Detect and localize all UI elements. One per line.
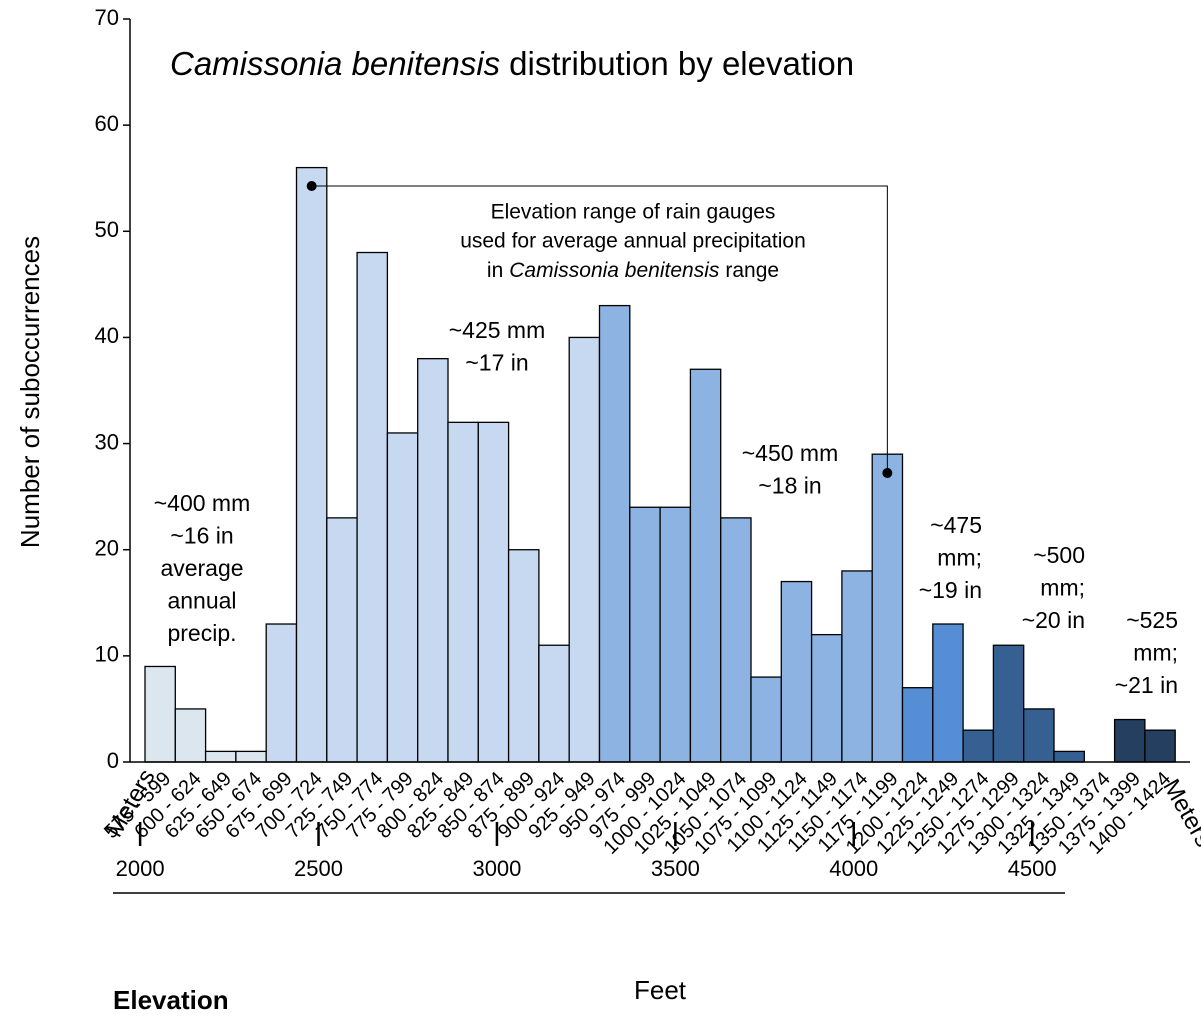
- feet-tick-label: 4000: [829, 856, 878, 881]
- precip-note: average: [160, 555, 243, 581]
- bar: [689, 368, 722, 763]
- precip-note: ~19 in: [919, 577, 982, 603]
- precip-note: ~16 in: [170, 523, 233, 549]
- precip-note: ~20 in: [1022, 607, 1085, 633]
- feet-tick-label: 2500: [294, 856, 343, 881]
- gauge-dot: [306, 181, 317, 191]
- bar: [1113, 718, 1146, 763]
- gauge-note-part: range: [725, 259, 779, 282]
- precip-note: ~21 in: [1115, 672, 1178, 698]
- bar: [750, 676, 782, 763]
- bar: [568, 336, 601, 763]
- bar: [901, 687, 934, 763]
- precip-note: ~400 mm: [154, 490, 251, 516]
- bar: [598, 304, 631, 763]
- bar: [477, 421, 510, 763]
- bar: [507, 549, 540, 763]
- bar: [962, 729, 995, 763]
- precip-note: ~500: [1033, 542, 1085, 568]
- gauge-note: used for average annual precipitation: [460, 230, 806, 253]
- gauge-note: in Camissonia benitensis range: [487, 259, 779, 282]
- bar: [144, 665, 176, 763]
- title-rest: distribution by elevation: [509, 45, 854, 82]
- precip-note: annual: [167, 588, 236, 614]
- bar: [780, 580, 813, 763]
- y-tick-label: 0: [107, 748, 119, 773]
- bar: [871, 453, 904, 763]
- bar: [235, 750, 267, 763]
- feet-label: Feet: [634, 975, 687, 1005]
- precip-note: mm;: [1040, 575, 1085, 601]
- bar: [659, 506, 692, 763]
- y-tick-label: 10: [95, 642, 119, 667]
- bar: [1053, 750, 1085, 763]
- y-tick-label: 50: [95, 217, 119, 242]
- bar: [1144, 729, 1176, 763]
- bar: [810, 633, 843, 763]
- precip-note: ~475: [930, 512, 982, 538]
- bar: [417, 358, 449, 763]
- precip-note: ~425 mm: [449, 317, 546, 343]
- bar: [174, 708, 207, 763]
- bar: [720, 517, 752, 763]
- bar: [386, 432, 419, 763]
- bar: [992, 644, 1025, 763]
- precip-note: ~17 in: [465, 350, 528, 376]
- title-italic: Camissonia benitensis: [170, 45, 500, 82]
- gauge-dot: [882, 468, 893, 478]
- bar: [204, 750, 237, 763]
- y-tick-label: 70: [95, 5, 119, 30]
- precip-note: ~18 in: [758, 473, 821, 499]
- feet-tick-label: 3500: [651, 856, 700, 881]
- y-tick-label: 60: [95, 111, 119, 136]
- y-axis-label: Number of suboccurrences: [15, 236, 45, 548]
- bar: [356, 251, 389, 763]
- gauge-bracket: [311, 185, 888, 473]
- y-tick-label: 30: [95, 429, 119, 454]
- bar: [932, 623, 964, 763]
- precip-note: mm;: [937, 545, 982, 571]
- gauge-note-part: Camissonia benitensis: [509, 259, 720, 282]
- y-tick-label: 20: [95, 536, 119, 561]
- precip-note: mm;: [1133, 640, 1178, 666]
- feet-tick-label: 2000: [116, 856, 165, 881]
- feet-tick-label: 4500: [1008, 856, 1057, 881]
- bar: [629, 506, 661, 763]
- bar: [538, 644, 570, 763]
- chart-title: Camissonia benitensis distribution by ele…: [170, 45, 854, 82]
- feet-tick-label: 3000: [472, 856, 521, 881]
- gauge-note-part: in: [487, 259, 503, 282]
- bar: [265, 623, 298, 763]
- elevation-label: Elevation: [113, 985, 229, 1015]
- precip-note: precip.: [167, 620, 236, 646]
- gauge-note: Elevation range of rain gauges: [491, 201, 776, 224]
- precip-note: ~525: [1126, 607, 1178, 633]
- bar: [841, 570, 873, 763]
- bar: [326, 517, 358, 763]
- precip-note: ~450 mm: [742, 440, 839, 466]
- bar: [1023, 708, 1055, 763]
- bar: [295, 166, 328, 763]
- y-tick-label: 40: [95, 323, 119, 348]
- bar: [447, 421, 479, 763]
